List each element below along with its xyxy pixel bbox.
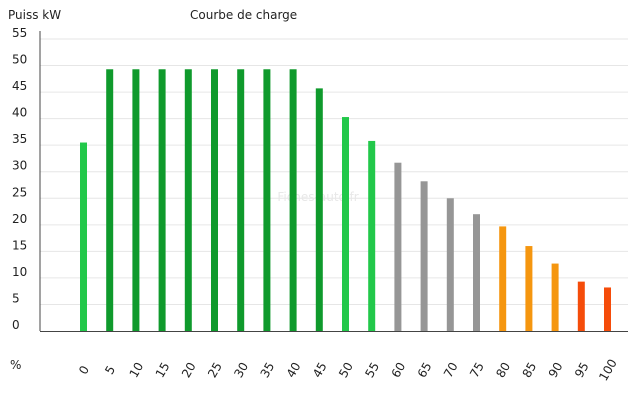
x-tick-label: 75 [467, 360, 487, 380]
y-axis-title: Puiss kW [8, 8, 62, 22]
x-tick-label: 20 [179, 360, 199, 380]
y-tick-label: 35 [12, 132, 27, 146]
bar [342, 117, 349, 331]
bar [394, 162, 402, 331]
y-tick-label: 45 [12, 79, 27, 93]
x-tick-label: 90 [546, 360, 566, 380]
y-tick-label: 15 [12, 238, 27, 252]
x-tick-label: 35 [258, 360, 278, 380]
bar [132, 69, 140, 332]
y-tick-label: 20 [12, 212, 27, 226]
x-tick-label: 25 [205, 360, 225, 380]
x-axis-unit-label: % [10, 358, 22, 372]
y-tick-label: 25 [12, 185, 27, 199]
y-tick-label: 50 [12, 53, 27, 67]
y-tick-label: 40 [12, 106, 27, 120]
x-tick-label: 30 [231, 360, 251, 380]
bar [420, 181, 428, 331]
bar [158, 69, 166, 332]
y-tick-label: 5 [12, 291, 20, 305]
bar [211, 69, 218, 332]
y-tick-label: 10 [12, 265, 27, 279]
x-tick-label: 55 [362, 360, 382, 380]
bar [263, 69, 271, 332]
x-tick-label: 50 [336, 360, 356, 380]
y-tick-label: 55 [12, 26, 27, 40]
x-tick-label: 65 [415, 360, 435, 380]
bar [551, 263, 559, 331]
chart-title: Courbe de charge [190, 8, 298, 22]
bar [80, 142, 87, 331]
x-tick-label: 100 [596, 357, 620, 384]
bar [446, 198, 454, 331]
bar [604, 287, 611, 331]
x-tick-label: 40 [284, 360, 304, 380]
bar [499, 226, 507, 331]
y-tick-label: 0 [12, 318, 20, 332]
x-tick-label: 5 [102, 363, 118, 377]
x-tick-label: 95 [572, 360, 592, 380]
bar [577, 281, 585, 331]
bar [289, 69, 297, 332]
y-tick-label: 30 [12, 159, 27, 173]
bar [184, 69, 192, 332]
x-tick-label: 85 [520, 360, 540, 380]
x-tick-label: 60 [389, 360, 409, 380]
bar [368, 140, 376, 331]
x-tick-label: 10 [127, 360, 147, 380]
x-tick-label: 80 [493, 360, 513, 380]
x-tick-label: 15 [153, 360, 173, 380]
x-tick-label: 70 [441, 360, 461, 380]
bar [237, 69, 245, 332]
bar [525, 246, 533, 331]
x-tick-label: 0 [76, 363, 92, 377]
x-tick-label: 45 [310, 360, 330, 380]
bar [106, 69, 114, 332]
bar [315, 88, 323, 331]
bar [473, 214, 480, 331]
